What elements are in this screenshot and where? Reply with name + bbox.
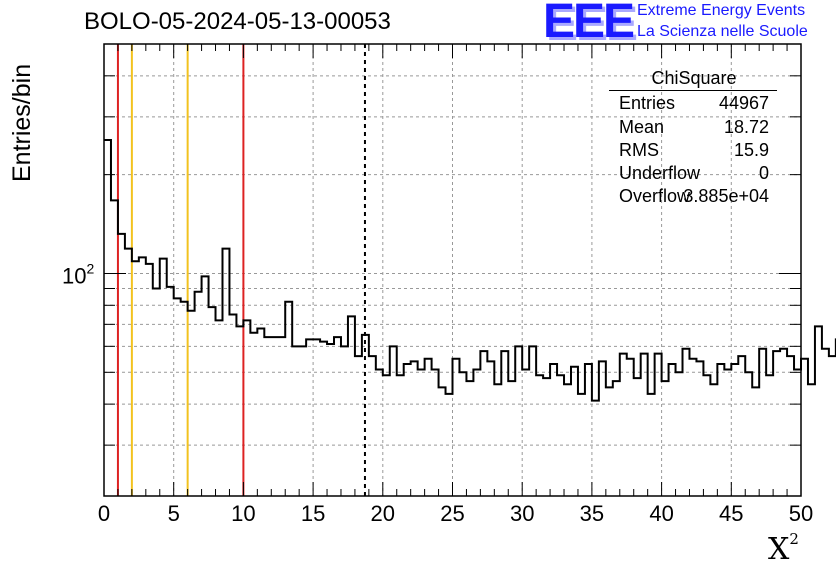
stats-title: ChiSquare bbox=[651, 68, 737, 88]
x-tick-label: 50 bbox=[789, 501, 813, 526]
y-tick-label: 102 bbox=[62, 260, 94, 288]
stats-value: 44967 bbox=[718, 93, 769, 113]
x-tick-label: 5 bbox=[168, 501, 180, 526]
x-tick-label: 40 bbox=[649, 501, 673, 526]
logo-line-1: Extreme Energy Events bbox=[637, 2, 806, 19]
stats-value: 3.885e+04 bbox=[683, 186, 769, 206]
x-tick-label: 20 bbox=[371, 501, 395, 526]
x-tick-label: 25 bbox=[440, 501, 464, 526]
stats-divider bbox=[609, 90, 777, 91]
stats-label: Underflow bbox=[619, 163, 701, 183]
x-axis-label-base: X bbox=[768, 532, 790, 567]
x-tick-label: 45 bbox=[719, 501, 743, 526]
stats-value: 18.72 bbox=[723, 117, 769, 137]
stats-label: Entries bbox=[619, 93, 676, 113]
x-tick-label: 35 bbox=[580, 501, 604, 526]
y-tick-label-exponent: 2 bbox=[86, 260, 94, 276]
stats-label: RMS bbox=[619, 140, 659, 160]
y-axis-label: Entries/bin bbox=[8, 63, 36, 182]
x-axis-label-exponent: 2 bbox=[789, 530, 799, 548]
stats-box: ChiSquare Entries 44967 Mean 18.72 RMS 1… bbox=[609, 66, 779, 206]
y-tick-label-base: 10 bbox=[62, 263, 86, 288]
x-tick-label: 30 bbox=[510, 501, 534, 526]
stats-value: 15.9 bbox=[733, 140, 769, 160]
logo-line-2: La Scienza nelle Scuole bbox=[637, 23, 808, 40]
x-axis-label: X2 bbox=[768, 530, 799, 567]
x-tick-label: 10 bbox=[231, 501, 255, 526]
stats-label: Mean bbox=[619, 117, 665, 137]
x-tick-label: 0 bbox=[98, 501, 110, 526]
stats-value: 0 bbox=[758, 163, 769, 183]
x-tick-label: 15 bbox=[301, 501, 325, 526]
stats-label: Overflow bbox=[619, 186, 691, 206]
eee-logo: EEE bbox=[543, 0, 635, 48]
chart-title: BOLO-05-2024-05-13-00053 bbox=[84, 8, 391, 35]
